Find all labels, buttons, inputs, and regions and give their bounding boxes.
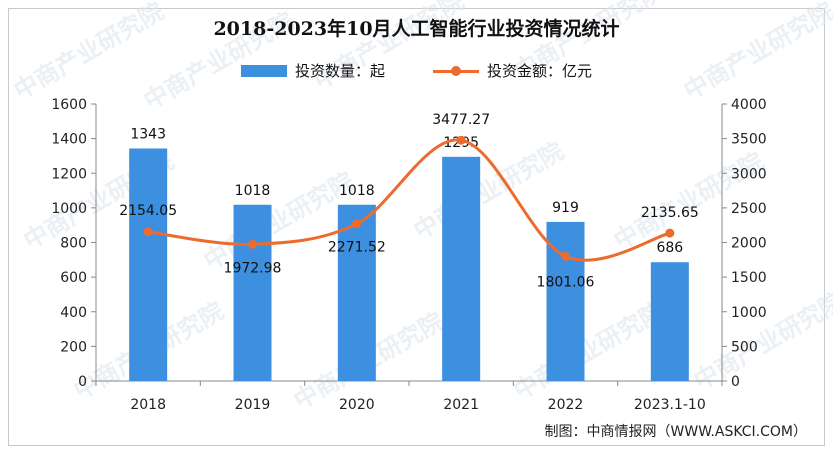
y-tick-label-right: 2500 <box>731 201 767 217</box>
legend-line-swatch <box>433 65 479 77</box>
y-tick-label-right: 500 <box>731 339 758 355</box>
bar <box>650 262 689 381</box>
y-tick-label-right: 3500 <box>731 132 767 148</box>
bar-data-label: 1018 <box>339 183 375 199</box>
line-data-label: 2271.52 <box>328 240 386 256</box>
y-tick-label-right: 1000 <box>731 305 767 321</box>
y-tick-label-left: 200 <box>60 339 87 355</box>
legend-bar-swatch <box>240 64 287 77</box>
y-tick-label-left: 0 <box>78 374 87 390</box>
series-line <box>147 138 671 262</box>
legend: 投资数量：起 投资金额：亿元 <box>0 60 833 81</box>
y-tick-label-left: 800 <box>60 236 87 252</box>
bar <box>129 148 168 381</box>
line-point <box>143 227 153 237</box>
x-tick-label: 2018 <box>130 397 166 413</box>
y-tick-label-left: 1200 <box>51 166 87 182</box>
y-tick-label-right: 0 <box>731 374 740 390</box>
x-tick-label: 2023.1-10 <box>634 397 706 413</box>
line-data-label: 1972.98 <box>224 260 282 276</box>
x-tick-label: 2021 <box>443 397 479 413</box>
line-data-label: 3477.27 <box>432 112 490 128</box>
bar-data-label: 1343 <box>130 126 166 142</box>
bar <box>337 204 376 381</box>
y-tick-label-left: 1000 <box>51 201 87 217</box>
line-data-label: 2154.05 <box>119 203 177 219</box>
line-data-label: 2135.65 <box>641 205 699 221</box>
line-point <box>248 239 257 249</box>
y-tick-label-right: 3000 <box>731 166 767 182</box>
x-tick-label: 2020 <box>339 397 375 413</box>
bar-data-label: 1018 <box>235 183 271 199</box>
line-point <box>352 219 362 229</box>
y-tick-label-right: 4000 <box>731 97 767 113</box>
x-tick-label: 2019 <box>235 397 271 413</box>
y-tick-label-right: 1500 <box>731 270 767 286</box>
legend-item-bar: 投资数量：起 <box>240 60 385 81</box>
line-point <box>561 251 570 261</box>
bar-data-label: 919 <box>552 200 579 216</box>
source-credit: 制图：中商情报网（WWW.ASKCI.COM） <box>544 424 807 440</box>
legend-bar-label: 投资数量：起 <box>294 62 385 80</box>
y-tick-label-left: 600 <box>60 270 87 286</box>
line-point <box>456 135 466 145</box>
y-tick-label-right: 2000 <box>731 236 767 252</box>
bar-data-label: 686 <box>656 240 683 256</box>
x-tick-label: 2022 <box>548 397 584 413</box>
chart-title: 2018-2023年10月人工智能行业投资情况统计 <box>213 18 620 40</box>
y-tick-label-left: 1400 <box>51 132 87 148</box>
bar <box>442 156 481 381</box>
legend-item-line: 投资金额：亿元 <box>433 60 592 81</box>
line-point <box>665 228 675 238</box>
bar <box>233 204 272 381</box>
y-tick-label-left: 400 <box>60 305 87 321</box>
y-tick-label-left: 1600 <box>51 97 87 113</box>
legend-line-label: 投资金额：亿元 <box>487 62 593 80</box>
line-data-label: 1801.06 <box>537 274 595 290</box>
